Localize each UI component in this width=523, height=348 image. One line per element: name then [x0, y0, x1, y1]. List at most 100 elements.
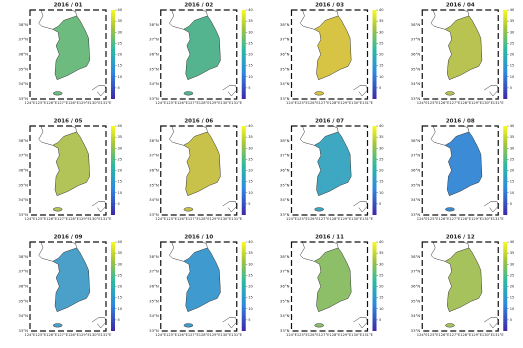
lon-label: 128°E	[199, 101, 211, 105]
land	[313, 15, 352, 81]
lon-label: 128°E	[329, 101, 341, 105]
colorbar-label: 35	[379, 135, 384, 139]
lon-label: 130°E	[351, 101, 363, 105]
panel-title: 2016 / 01	[54, 3, 83, 9]
lon-label: 131°E	[101, 101, 113, 105]
lon-label: 128°E	[460, 333, 472, 337]
colorbar	[372, 242, 377, 331]
colorbar-label: 40	[510, 240, 515, 244]
colorbar-label: 15	[248, 296, 253, 300]
map-frame	[160, 9, 238, 100]
lat-label: 35°N	[280, 298, 290, 303]
colorbar-label: 35	[379, 251, 384, 255]
lon-label: 130°E	[90, 217, 102, 221]
lat-label: 35°N	[411, 298, 421, 303]
coastline	[38, 9, 53, 30]
lon-label: 131°E	[362, 333, 374, 337]
jeju	[314, 323, 324, 328]
colorbar-label: 35	[510, 251, 515, 255]
lon-label: 129°E	[79, 217, 91, 221]
lat-label: 33°N	[411, 328, 421, 333]
lat-label: 33°N	[411, 212, 421, 217]
coastline	[484, 317, 499, 329]
lon-label: 124°E	[417, 333, 429, 337]
colorbar-label: 5	[510, 318, 512, 322]
colorbar-label: 15	[118, 296, 123, 300]
coastline	[70, 9, 77, 16]
colorbar	[503, 10, 508, 99]
lon-label: 131°E	[493, 101, 505, 105]
lat-label: 37°N	[411, 269, 421, 274]
lon-label: 124°E	[286, 217, 298, 221]
colorbar-label: 40	[248, 8, 253, 12]
lon-label: 126°E	[46, 333, 58, 337]
lon-label: 125°E	[428, 101, 440, 105]
panel-title: 2016 / 11	[315, 235, 344, 241]
colorbar-label: 10	[248, 307, 253, 311]
lon-label: 129°E	[471, 333, 483, 337]
lon-label: 130°E	[351, 217, 363, 221]
colorbar-label: 20	[510, 53, 515, 57]
lon-label: 124°E	[417, 217, 429, 221]
colorbar-label: 25	[379, 157, 384, 161]
lon-label: 131°E	[362, 217, 374, 221]
coastline	[169, 241, 184, 262]
colorbar-label: 20	[379, 285, 384, 289]
lat-label: 38°N	[18, 138, 28, 143]
lat-label: 34°N	[280, 313, 290, 318]
colorbar-label: 25	[510, 41, 515, 45]
map-frame	[290, 9, 369, 100]
lon-label: 125°E	[35, 217, 47, 221]
coastline	[331, 9, 339, 16]
jeju	[52, 91, 63, 96]
jeju	[445, 323, 455, 328]
coastline	[200, 9, 208, 16]
lat-label: 33°N	[280, 212, 290, 217]
coastline	[70, 241, 77, 248]
lon-label: 131°E	[362, 101, 374, 105]
lat-label: 35°N	[149, 66, 159, 71]
lon-label: 124°E	[286, 333, 298, 337]
coastline	[299, 241, 315, 262]
lon-label: 128°E	[199, 217, 211, 221]
colorbar	[111, 126, 115, 215]
lat-label: 38°N	[149, 22, 159, 27]
lon-label: 125°E	[166, 217, 178, 221]
lat-label: 36°N	[149, 168, 159, 173]
lon-label: 127°E	[449, 217, 461, 221]
colorbar-label: 35	[379, 19, 384, 23]
colorbar-label: 20	[379, 169, 384, 173]
colorbar-label: 40	[510, 124, 515, 128]
lat-label: 35°N	[18, 298, 28, 303]
lon-label: 131°E	[231, 101, 243, 105]
colorbar-label: 20	[248, 169, 253, 173]
coastline	[430, 9, 446, 30]
colorbar-label: 35	[248, 135, 253, 139]
colorbar-label: 35	[510, 135, 515, 139]
lon-label: 126°E	[308, 333, 320, 337]
lon-label: 124°E	[286, 101, 298, 105]
lon-label: 128°E	[68, 333, 80, 337]
map-frame	[290, 125, 369, 216]
colorbar-label: 5	[118, 86, 120, 90]
panel-title: 2016 / 04	[446, 3, 475, 9]
map-frame	[421, 125, 499, 216]
coastline	[222, 201, 238, 213]
lat-label: 36°N	[411, 284, 421, 289]
lon-label: 126°E	[46, 217, 58, 221]
map-frame	[421, 241, 499, 332]
lat-label: 34°N	[18, 81, 28, 86]
colorbar-label: 10	[379, 191, 384, 195]
colorbar-label: 5	[379, 86, 381, 90]
lat-label: 36°N	[280, 284, 290, 289]
coastline	[353, 201, 368, 213]
colorbar-label: 15	[379, 296, 384, 300]
colorbar-label: 5	[118, 202, 120, 206]
lat-label: 34°N	[149, 313, 159, 318]
map-frame	[421, 9, 499, 100]
lat-label: 37°N	[280, 37, 290, 42]
lon-label: 130°E	[220, 101, 232, 105]
